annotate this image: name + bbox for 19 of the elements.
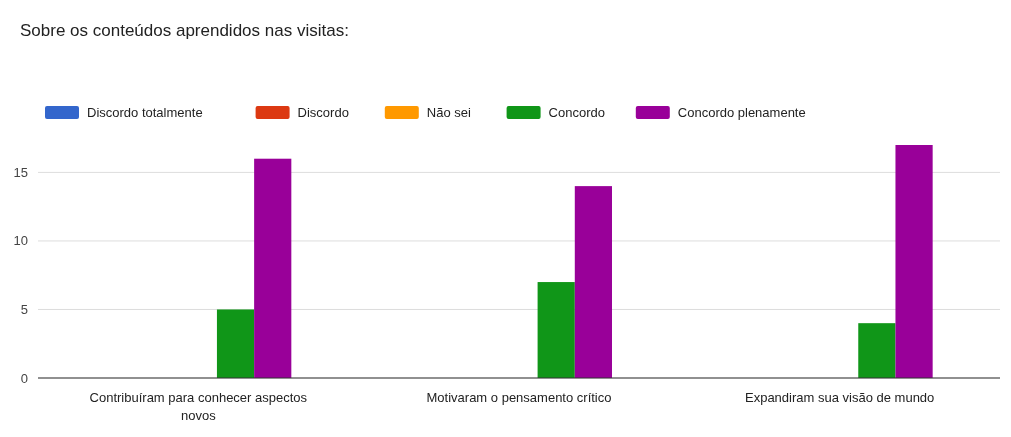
y-tick-label: 0: [20, 370, 28, 386]
y-tick-label: 5: [20, 302, 28, 318]
bar: [895, 145, 933, 378]
legend-label: Concordo plenamente: [677, 105, 806, 120]
legend-label: Concordo: [548, 105, 605, 120]
y-tick-label: 10: [13, 233, 28, 249]
legend-label: Discordo: [297, 105, 349, 120]
bar: [537, 282, 575, 378]
x-tick-label: Expandiram sua visão de mundo: [744, 390, 935, 405]
bar: [858, 323, 896, 378]
x-tick-label: Contribuíram para conhecer aspectos novos: [89, 390, 308, 423]
chart-title: Sobre os conteúdos aprendidos nas visitas:: [20, 21, 349, 40]
legend-label: Discordo totalmente: [87, 105, 203, 120]
y-tick-label: 15: [13, 164, 28, 180]
bar: [254, 158, 292, 378]
bar: [216, 309, 255, 378]
bar: [574, 186, 612, 378]
x-tick-label: Motivaram o pensamento crítico: [426, 390, 612, 405]
legend-label: Não sei: [426, 105, 471, 120]
